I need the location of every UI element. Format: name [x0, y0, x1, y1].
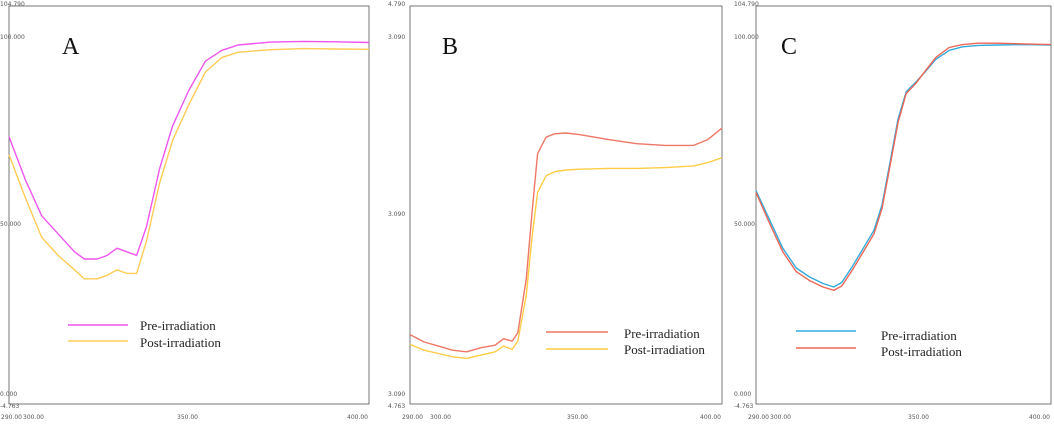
panel-letter: C — [781, 34, 797, 60]
y-tick-label: 3.090 — [388, 391, 405, 398]
x-tick-label: 400.00 — [700, 414, 721, 421]
legend-label: Pre-irradiation — [881, 328, 957, 343]
panel-c: 104.790 100.000 50.000 0.000 -4.763 290.00 300… — [734, 0, 1054, 426]
series-line-post-irradiation — [755, 42, 1052, 291]
x-tick-label: 300.00 — [770, 414, 791, 421]
chart-c: 104.790 100.000 50.000 0.000 -4.763 290.00 300… — [734, 1, 1052, 421]
y-tick-label: 3.090 — [388, 34, 405, 41]
y-tick-label: 4.790 — [388, 1, 405, 8]
series-line-pre-irradiation — [8, 40, 370, 260]
x-tick-label: 350.00 — [567, 414, 588, 421]
legend-label: Post-irradiation — [624, 342, 705, 357]
y-tick-label: 104.790 — [734, 1, 759, 8]
y-tick-label: -4.763 — [0, 403, 20, 410]
x-tick-label: 300.00 — [23, 414, 44, 421]
x-tick-label: 400.00 — [1029, 414, 1050, 421]
y-tick-label: 3.090 — [388, 211, 405, 218]
x-tick-label: 290.00 — [748, 414, 769, 421]
chart-b: 4.790 3.090 3.090 3.090 4.763 290.00 300.00 350… — [388, 1, 723, 421]
series-line-post-irradiation — [409, 157, 723, 360]
chart-a: 104.790 100.000 50.000 0.000 -4.763 290.00 300… — [0, 1, 370, 421]
series-line-pre-irradiation — [755, 43, 1052, 288]
y-tick-label: 0.000 — [0, 391, 17, 398]
panel-letter: A — [62, 34, 80, 60]
legend-label: Pre-irradiation — [624, 326, 700, 341]
plot-frame — [409, 5, 723, 405]
plot-frame — [8, 5, 370, 405]
x-tick-label: 400.00 — [347, 414, 368, 421]
y-tick-label: 104.790 — [0, 1, 25, 8]
y-tick-label: -4.763 — [734, 403, 754, 410]
y-tick-label: 100.000 — [734, 34, 759, 41]
legend-label: Post-irradiation — [881, 344, 962, 359]
series-line-pre-irradiation — [409, 127, 723, 353]
y-tick-label: 0.000 — [734, 391, 751, 398]
panel-b: 4.790 3.090 3.090 3.090 4.763 290.00 300.00 350… — [386, 0, 728, 426]
y-tick-label: 50.000 — [734, 221, 755, 228]
x-tick-label: 290.00 — [1, 414, 22, 421]
x-tick-label: 290.00 — [402, 414, 423, 421]
x-tick-label: 300.00 — [430, 414, 451, 421]
y-tick-label: 100.000 — [0, 34, 25, 41]
x-tick-label: 350.00 — [177, 414, 198, 421]
y-tick-label: 50.000 — [0, 221, 21, 228]
legend-label: Pre-irradiation — [140, 318, 216, 333]
x-tick-label: 350.00 — [908, 414, 929, 421]
panel-letter: B — [442, 34, 458, 60]
series-line-post-irradiation — [8, 47, 370, 280]
plot-frame — [755, 5, 1052, 405]
y-tick-label: 4.763 — [388, 403, 405, 410]
panel-a: 104.790 100.000 50.000 0.000 -4.763 290.00 300… — [0, 0, 378, 426]
legend-label: Post-irradiation — [140, 335, 221, 350]
